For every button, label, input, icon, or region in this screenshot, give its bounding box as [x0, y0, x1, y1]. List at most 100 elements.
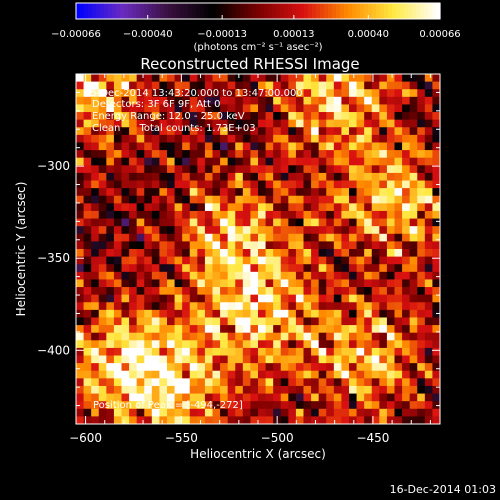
heatmap-cell	[258, 340, 267, 349]
heatmap-cell	[379, 347, 388, 357]
heatmap-cell	[174, 347, 183, 357]
heatmap-cell	[106, 271, 115, 280]
heatmap-cell	[91, 401, 100, 410]
heatmap-cell	[189, 332, 198, 341]
heatmap-cell	[424, 172, 433, 182]
heatmap-cell	[212, 416, 221, 425]
heatmap-cell	[356, 340, 365, 349]
heatmap-cell	[356, 210, 365, 220]
heatmap-cell	[409, 142, 418, 151]
heatmap-cell	[151, 226, 160, 235]
heatmap-cell	[204, 210, 213, 220]
heatmap-cell	[265, 279, 274, 288]
heatmap-cell	[227, 233, 236, 242]
colorbar-segment	[276, 3, 281, 19]
heatmap-cell	[424, 81, 433, 90]
heatmap-cell	[258, 416, 267, 425]
heatmap-cell	[151, 210, 160, 220]
heatmap-cell	[318, 325, 327, 334]
heatmap-cell	[136, 385, 145, 395]
heatmap-cell	[167, 81, 176, 90]
heatmap-cell	[129, 104, 138, 113]
heatmap-cell	[265, 172, 274, 182]
colorbar-segment	[184, 3, 189, 19]
heatmap-cell	[341, 104, 350, 113]
heatmap-cell	[144, 226, 153, 235]
heatmap-cell	[235, 241, 244, 250]
heatmap-cell	[258, 96, 267, 105]
heatmap-cell	[379, 264, 388, 273]
heatmap-cell	[402, 416, 411, 425]
heatmap-cell	[227, 378, 236, 387]
heatmap-cell	[83, 385, 92, 395]
heatmap-cell	[295, 119, 304, 128]
heatmap-cell	[98, 302, 107, 311]
heatmap-cell	[333, 241, 342, 250]
heatmap-cell	[136, 172, 145, 182]
heatmap-cell	[424, 210, 433, 220]
heatmap-cell	[144, 165, 153, 174]
heatmap-cell	[379, 142, 388, 151]
heatmap-cell	[212, 393, 221, 402]
heatmap-cell	[424, 89, 433, 98]
heatmap-cell	[432, 96, 441, 105]
heatmap-cell	[167, 150, 176, 159]
heatmap-cell	[432, 74, 441, 83]
heatmap-cell	[106, 180, 115, 189]
heatmap-cell	[417, 142, 426, 151]
heatmap-cell	[174, 241, 183, 250]
heatmap-cell	[386, 332, 395, 341]
heatmap-cell	[402, 347, 411, 357]
heatmap-cell	[189, 363, 198, 372]
heatmap-cell	[288, 401, 297, 410]
heatmap-cell	[288, 256, 297, 265]
heatmap-cell	[318, 309, 327, 318]
heatmap-cell	[318, 355, 327, 364]
heatmap-cell	[432, 302, 441, 311]
heatmap-cell	[295, 165, 304, 174]
heatmap-cell	[83, 408, 92, 417]
heatmap-cell	[295, 332, 304, 341]
heatmap-cell	[265, 271, 274, 280]
heatmap-cell	[333, 378, 342, 387]
heatmap-cell	[258, 210, 267, 220]
heatmap-cell	[129, 347, 138, 357]
heatmap-cell	[76, 249, 85, 258]
colorbar-segment	[124, 3, 129, 19]
heatmap-cell	[326, 89, 335, 98]
heatmap-cell	[288, 112, 297, 121]
heatmap-cell	[318, 271, 327, 280]
heatmap-cell	[311, 317, 320, 326]
heatmap-cell	[326, 134, 335, 143]
heatmap-cell	[364, 393, 373, 402]
heatmap-cell	[280, 416, 289, 425]
heatmap-cell	[167, 325, 176, 334]
heatmap-cell	[333, 249, 342, 258]
heatmap-cell	[356, 74, 365, 83]
heatmap-cell	[121, 249, 130, 258]
heatmap-cell	[129, 249, 138, 258]
heatmap-cell	[303, 218, 312, 227]
heatmap-cell	[394, 180, 403, 189]
heatmap-cell	[379, 408, 388, 417]
heatmap-cell	[204, 408, 213, 417]
heatmap-cell	[129, 287, 138, 296]
heatmap-cell	[76, 74, 85, 83]
heatmap-cell	[258, 317, 267, 326]
heatmap-cell	[151, 127, 160, 136]
heatmap-cell	[424, 393, 433, 402]
heatmap-cell	[212, 309, 221, 318]
heatmap-cell	[341, 81, 350, 90]
heatmap-cell	[265, 157, 274, 166]
heatmap-cell	[182, 172, 191, 182]
heatmap-cell	[402, 112, 411, 121]
heatmap-cell	[204, 134, 213, 143]
heatmap-cell	[212, 188, 221, 197]
heatmap-cell	[227, 74, 236, 83]
heatmap-cell	[235, 157, 244, 166]
colorbar-segment	[100, 3, 105, 19]
heatmap-cell	[197, 74, 206, 83]
heatmap-cell	[417, 119, 426, 128]
heatmap-cell	[409, 256, 418, 265]
heatmap-cell	[182, 294, 191, 303]
